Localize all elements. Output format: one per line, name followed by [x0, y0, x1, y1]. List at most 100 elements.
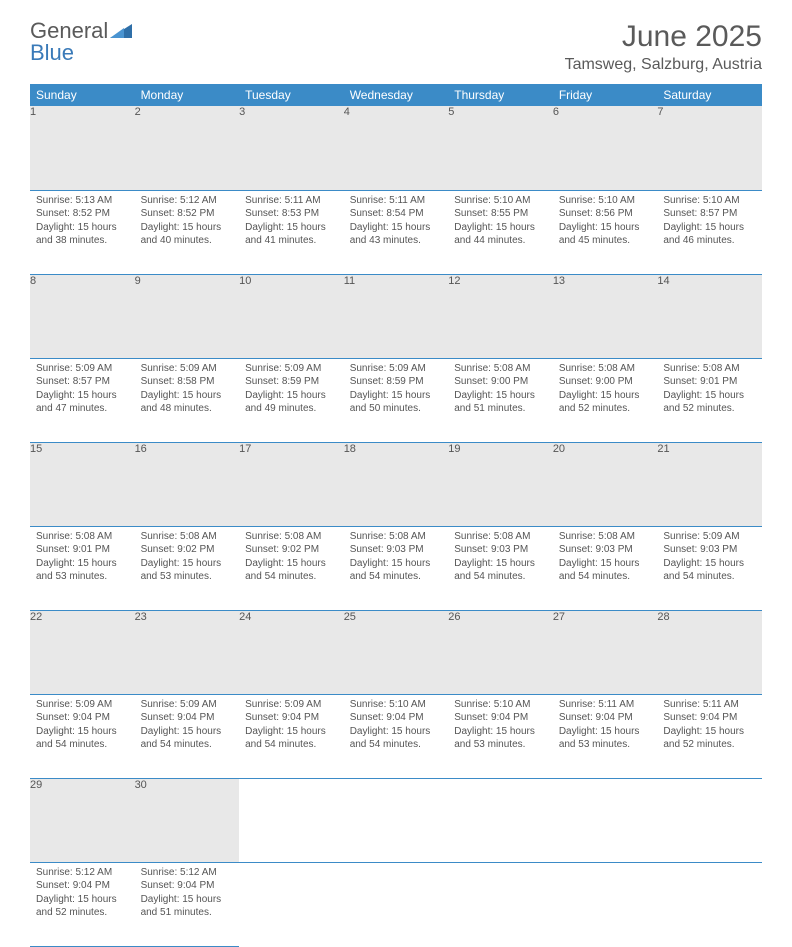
day-details: Sunrise: 5:09 AMSunset: 9:03 PMDaylight:…: [657, 527, 762, 590]
sunset-line: Sunset: 9:01 PM: [36, 544, 110, 555]
daylight-line: Daylight: 15 hours and 53 minutes.: [454, 726, 535, 751]
sunrise-line: Sunrise: 5:11 AM: [559, 699, 634, 710]
sunrise-line: Sunrise: 5:10 AM: [454, 699, 530, 710]
sunset-line: Sunset: 9:04 PM: [36, 880, 110, 891]
day-details: Sunrise: 5:12 AMSunset: 9:04 PMDaylight:…: [30, 863, 135, 926]
sunrise-line: Sunrise: 5:09 AM: [350, 363, 426, 374]
dayname-tuesday: Tuesday: [239, 84, 344, 106]
logo-text: General Blue: [30, 20, 132, 64]
day-details: Sunrise: 5:11 AMSunset: 8:53 PMDaylight:…: [239, 191, 344, 254]
day-number: 6: [553, 106, 658, 190]
day-number: 8: [30, 274, 135, 358]
day-cell: Sunrise: 5:09 AMSunset: 9:03 PMDaylight:…: [657, 526, 762, 610]
day-details: Sunrise: 5:10 AMSunset: 8:55 PMDaylight:…: [448, 191, 553, 254]
logo-triangle-icon: [110, 20, 132, 42]
day-number: 20: [553, 442, 658, 526]
day-details: Sunrise: 5:08 AMSunset: 9:02 PMDaylight:…: [135, 527, 240, 590]
day-number: [344, 778, 449, 862]
day-number-row: 15161718192021: [30, 442, 762, 526]
sunset-line: Sunset: 8:52 PM: [141, 208, 215, 219]
sunset-line: Sunset: 8:53 PM: [245, 208, 319, 219]
sunrise-line: Sunrise: 5:09 AM: [663, 531, 739, 542]
day-details: Sunrise: 5:09 AMSunset: 8:57 PMDaylight:…: [30, 359, 135, 422]
day-number-row: 2930: [30, 778, 762, 862]
daylight-line: Daylight: 15 hours and 43 minutes.: [350, 222, 431, 247]
day-number: 23: [135, 610, 240, 694]
day-details: Sunrise: 5:08 AMSunset: 9:03 PMDaylight:…: [344, 527, 449, 590]
day-number: 12: [448, 274, 553, 358]
day-details: Sunrise: 5:11 AMSunset: 8:54 PMDaylight:…: [344, 191, 449, 254]
day-cell: Sunrise: 5:11 AMSunset: 8:53 PMDaylight:…: [239, 190, 344, 274]
day-cell: Sunrise: 5:12 AMSunset: 8:52 PMDaylight:…: [135, 190, 240, 274]
day-details: Sunrise: 5:08 AMSunset: 9:01 PMDaylight:…: [657, 359, 762, 422]
month-title: June 2025: [565, 20, 762, 54]
day-cell: [448, 862, 553, 946]
day-number: 25: [344, 610, 449, 694]
daylight-line: Daylight: 15 hours and 54 minutes.: [350, 558, 431, 583]
day-details: Sunrise: 5:08 AMSunset: 9:00 PMDaylight:…: [448, 359, 553, 422]
sunrise-line: Sunrise: 5:10 AM: [454, 195, 530, 206]
day-number: 29: [30, 778, 135, 862]
sunset-line: Sunset: 8:58 PM: [141, 376, 215, 387]
sunrise-line: Sunrise: 5:12 AM: [36, 867, 112, 878]
sunset-line: Sunset: 9:03 PM: [454, 544, 528, 555]
day-cell: Sunrise: 5:11 AMSunset: 9:04 PMDaylight:…: [657, 694, 762, 778]
day-details: Sunrise: 5:09 AMSunset: 8:58 PMDaylight:…: [135, 359, 240, 422]
day-cell: Sunrise: 5:11 AMSunset: 9:04 PMDaylight:…: [553, 694, 658, 778]
sunrise-line: Sunrise: 5:08 AM: [559, 531, 635, 542]
day-cell: Sunrise: 5:10 AMSunset: 9:04 PMDaylight:…: [344, 694, 449, 778]
sunrise-line: Sunrise: 5:11 AM: [245, 195, 320, 206]
sunset-line: Sunset: 9:04 PM: [245, 712, 319, 723]
day-cell: [657, 862, 762, 946]
day-cell: Sunrise: 5:08 AMSunset: 9:00 PMDaylight:…: [553, 358, 658, 442]
sunset-line: Sunset: 8:55 PM: [454, 208, 528, 219]
sunrise-line: Sunrise: 5:09 AM: [36, 363, 112, 374]
daylight-line: Daylight: 15 hours and 46 minutes.: [663, 222, 744, 247]
day-details: Sunrise: 5:08 AMSunset: 9:03 PMDaylight:…: [553, 527, 658, 590]
day-details: Sunrise: 5:08 AMSunset: 9:01 PMDaylight:…: [30, 527, 135, 590]
day-details: Sunrise: 5:09 AMSunset: 9:04 PMDaylight:…: [30, 695, 135, 758]
dayname-wednesday: Wednesday: [344, 84, 449, 106]
sunrise-line: Sunrise: 5:09 AM: [36, 699, 112, 710]
daylight-line: Daylight: 15 hours and 54 minutes.: [245, 726, 326, 751]
day-content-row: Sunrise: 5:08 AM Sunset: 9:01 PM Daylight:…: [30, 526, 762, 610]
sunrise-line: Sunrise: 5:11 AM: [350, 195, 425, 206]
sunset-line: Sunset: 9:04 PM: [141, 712, 215, 723]
day-number: 26: [448, 610, 553, 694]
daylight-line: Daylight: 15 hours and 54 minutes.: [559, 558, 640, 583]
sunrise-line: Sunrise: 5:13 AM: [36, 195, 112, 206]
day-cell: Sunrise: 5:09 AMSunset: 8:58 PMDaylight:…: [135, 358, 240, 442]
day-details: Sunrise: 5:12 AMSunset: 8:52 PMDaylight:…: [135, 191, 240, 254]
day-cell: Sunrise: 5:08 AMSunset: 9:02 PMDaylight:…: [239, 526, 344, 610]
daylight-line: Daylight: 15 hours and 47 minutes.: [36, 390, 117, 415]
daylight-line: Daylight: 15 hours and 40 minutes.: [141, 222, 222, 247]
sunset-line: Sunset: 9:00 PM: [454, 376, 528, 387]
daylight-line: Daylight: 15 hours and 52 minutes.: [663, 726, 744, 751]
day-number: 3: [239, 106, 344, 190]
sunset-line: Sunset: 9:02 PM: [141, 544, 215, 555]
day-details: Sunrise: 5:12 AMSunset: 9:04 PMDaylight:…: [135, 863, 240, 926]
day-number: [553, 778, 658, 862]
day-cell: Sunrise: 5:08 AMSunset: 9:03 PMDaylight:…: [553, 526, 658, 610]
sunrise-line: Sunrise: 5:10 AM: [559, 195, 635, 206]
day-number: 19: [448, 442, 553, 526]
day-details: Sunrise: 5:10 AMSunset: 9:04 PMDaylight:…: [448, 695, 553, 758]
day-cell: [344, 862, 449, 946]
day-details: Sunrise: 5:08 AMSunset: 9:00 PMDaylight:…: [553, 359, 658, 422]
sunset-line: Sunset: 9:01 PM: [663, 376, 737, 387]
day-details: Sunrise: 5:09 AMSunset: 9:04 PMDaylight:…: [239, 695, 344, 758]
dayname-monday: Monday: [135, 84, 240, 106]
day-number: 21: [657, 442, 762, 526]
sunset-line: Sunset: 8:59 PM: [350, 376, 424, 387]
day-number: 1: [30, 106, 135, 190]
sunset-line: Sunset: 9:00 PM: [559, 376, 633, 387]
day-cell: Sunrise: 5:09 AMSunset: 9:04 PMDaylight:…: [239, 694, 344, 778]
day-number: 22: [30, 610, 135, 694]
day-cell: Sunrise: 5:08 AMSunset: 9:00 PMDaylight:…: [448, 358, 553, 442]
day-cell: Sunrise: 5:08 AMSunset: 9:01 PMDaylight:…: [30, 526, 135, 610]
daylight-line: Daylight: 15 hours and 48 minutes.: [141, 390, 222, 415]
daylight-line: Daylight: 15 hours and 52 minutes.: [663, 390, 744, 415]
sunrise-line: Sunrise: 5:12 AM: [141, 867, 217, 878]
day-content-row: Sunrise: 5:09 AMSunset: 8:57 PMDaylight:…: [30, 358, 762, 442]
day-details: Sunrise: 5:08 AMSunset: 9:03 PMDaylight:…: [448, 527, 553, 590]
